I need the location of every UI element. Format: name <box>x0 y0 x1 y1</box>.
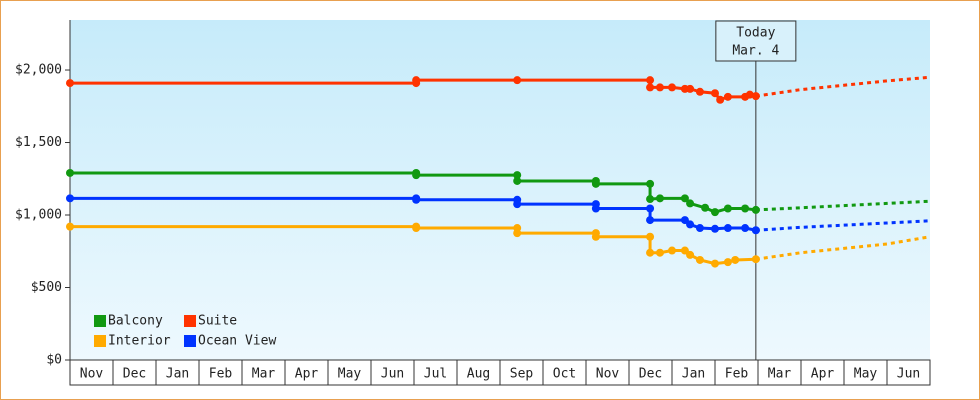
price-point <box>680 194 689 203</box>
price-point <box>646 248 655 257</box>
y-tick-label: $1,500 <box>15 135 62 150</box>
x-tick-label: Feb <box>209 367 233 382</box>
x-tick-label: Jun <box>381 367 404 382</box>
price-point <box>741 204 750 213</box>
price-point <box>66 222 74 231</box>
x-tick-label: Jan <box>166 367 189 382</box>
x-tick-label: Jun <box>897 367 920 382</box>
forecast-line <box>755 199 931 212</box>
x-tick-label: Mar <box>768 367 792 382</box>
price-point <box>66 168 74 177</box>
price-point <box>646 195 655 204</box>
forecast-line <box>755 75 931 98</box>
price-point <box>513 76 522 85</box>
price-point <box>412 195 421 204</box>
today-label: Today <box>736 26 775 41</box>
price-point <box>711 89 719 98</box>
legend-label: Interior <box>108 334 171 349</box>
price-point <box>745 90 754 99</box>
price-point <box>513 200 522 209</box>
price-point <box>591 179 600 188</box>
price-point <box>731 255 740 264</box>
price-point <box>723 224 732 233</box>
x-tick-label: May <box>338 367 362 382</box>
price-point <box>655 248 664 257</box>
price-point <box>711 224 719 233</box>
legend-swatch <box>184 335 196 347</box>
price-point <box>412 171 421 180</box>
x-tick-label: Jan <box>682 367 705 382</box>
price-point <box>646 232 655 241</box>
x-tick-label: Aug <box>467 367 490 382</box>
price-point <box>412 224 421 233</box>
price-point <box>695 224 704 233</box>
price-point <box>695 87 704 96</box>
x-tick-label: Apr <box>811 367 835 382</box>
x-tick-label: Feb <box>725 367 749 382</box>
x-tick-label: Nov <box>596 367 620 382</box>
legend-swatch <box>94 315 106 327</box>
price-point <box>646 179 655 188</box>
price-point <box>711 259 719 268</box>
legend-swatch <box>94 335 106 347</box>
x-tick-label: Apr <box>295 367 319 382</box>
price-point <box>646 83 655 92</box>
price-point <box>513 171 522 180</box>
forecast-line <box>755 219 931 232</box>
today-box <box>715 20 797 62</box>
y-tick-label: $500 <box>31 280 62 295</box>
legend-label: Ocean View <box>198 334 276 349</box>
price-point <box>723 204 732 213</box>
price-point <box>655 83 664 92</box>
x-tick-label: Dec <box>639 367 662 382</box>
price-point <box>646 76 655 85</box>
price-point <box>741 224 750 233</box>
legend-label: Suite <box>198 314 237 329</box>
price-point <box>751 92 760 101</box>
y-tick-label: $2,000 <box>15 63 62 78</box>
price-point <box>723 258 732 267</box>
legend-label: Balcony <box>108 314 163 329</box>
x-tick-label: Jul <box>424 367 447 382</box>
price-point <box>751 226 760 235</box>
y-tick-label: $1,000 <box>15 208 62 223</box>
y-tick-label: $0 <box>46 353 62 368</box>
price-point <box>655 194 664 203</box>
price-point <box>695 255 704 264</box>
price-point <box>66 194 74 203</box>
x-tick-label: Sep <box>510 367 534 382</box>
x-tick-label: Nov <box>80 367 104 382</box>
x-tick-label: May <box>854 367 878 382</box>
x-tick-label: Mar <box>252 367 276 382</box>
price-point <box>716 95 725 104</box>
plot-area <box>70 20 930 360</box>
price-point <box>513 176 522 185</box>
price-point <box>591 204 600 213</box>
price-point <box>66 79 74 88</box>
price-point <box>686 250 695 259</box>
price-point <box>711 208 719 217</box>
price-point <box>686 199 695 208</box>
price-point <box>412 76 421 85</box>
price-point <box>686 84 695 93</box>
x-tick-label: Oct <box>553 367 576 382</box>
x-tick-label: Dec <box>123 367 146 382</box>
price-point <box>668 246 676 255</box>
legend-swatch <box>184 315 196 327</box>
price-point <box>686 220 695 229</box>
forecast-line <box>755 235 931 261</box>
price-point <box>646 204 655 213</box>
price-point <box>513 229 522 238</box>
price-point <box>591 232 600 241</box>
price-point <box>701 203 710 212</box>
price-point <box>646 216 655 225</box>
price-point <box>751 205 760 214</box>
today-label: Mar. 4 <box>732 44 779 59</box>
price-point <box>723 92 732 101</box>
series-line <box>70 196 757 232</box>
price-point <box>668 83 676 92</box>
price-point <box>751 255 760 264</box>
